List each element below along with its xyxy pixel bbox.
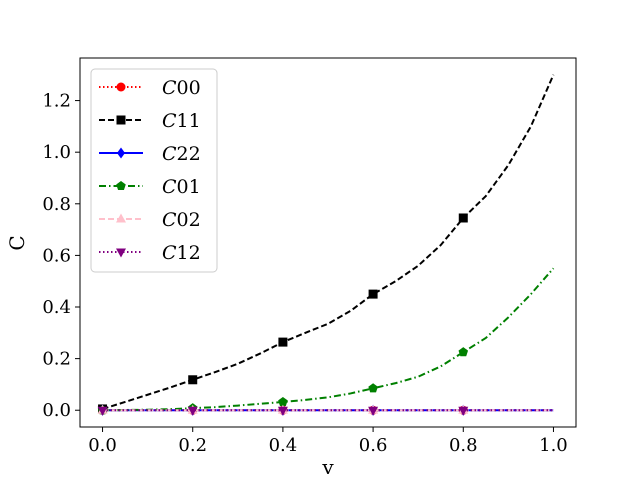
data-point-C12 xyxy=(187,406,198,416)
data-point-C12 xyxy=(277,406,288,416)
y-axis-label: C xyxy=(5,235,29,250)
legend: C00 C11 C22 C01 C02 C12 xyxy=(90,68,218,273)
legend-entry-C12: C12 xyxy=(99,242,201,264)
data-point-C12 xyxy=(458,406,469,416)
legend-label-C00: C00 xyxy=(162,77,201,99)
x-tick-label: 0.6 xyxy=(359,435,388,456)
data-point-C12 xyxy=(97,406,108,416)
data-point-C12 xyxy=(368,406,379,416)
data-point-C01 xyxy=(458,347,469,357)
x-axis-label: v xyxy=(321,455,334,479)
legend-entry-C11: C11 xyxy=(99,110,201,132)
y-tick-label: 0.8 xyxy=(42,194,71,215)
y-tick-label: 0.4 xyxy=(42,297,71,318)
legend-entry-C02: C02 xyxy=(99,209,201,231)
legend-entry-C22: C22 xyxy=(99,143,201,165)
y-tick-label: 1.2 xyxy=(42,91,71,112)
legend-marker-C02 xyxy=(116,213,126,223)
y-axis: 0.0 0.2 0.4 0.6 0.8 1.0 1.2 xyxy=(42,91,80,421)
y-tick-label: 0.0 xyxy=(42,400,71,421)
series-line-C01 xyxy=(102,267,555,412)
legend-label-C12: C12 xyxy=(162,242,201,264)
x-tick-label: 1.0 xyxy=(539,435,568,456)
x-tick-label: 0.2 xyxy=(178,435,207,456)
x-tick-label: 0.4 xyxy=(269,435,298,456)
y-tick-label: 1.0 xyxy=(42,142,71,163)
data-point-C01 xyxy=(368,383,378,393)
x-tick-label: 0.8 xyxy=(449,435,478,456)
legend-label-C22: C22 xyxy=(162,143,201,165)
legend-label-C02: C02 xyxy=(162,209,201,231)
legend-entry-C00: C00 xyxy=(99,77,201,99)
series-layer xyxy=(97,74,555,416)
y-tick-label: 0.6 xyxy=(42,245,71,266)
legend-label-C01: C01 xyxy=(162,176,201,198)
legend-marker-C00 xyxy=(116,82,126,92)
x-tick-label: 0.0 xyxy=(88,435,117,456)
data-point-C01 xyxy=(278,396,288,407)
series-line-C11 xyxy=(102,74,555,410)
data-point-C11 xyxy=(458,213,468,223)
data-point-C11 xyxy=(188,375,198,385)
series-C12 xyxy=(97,406,554,416)
data-point-C11 xyxy=(368,289,378,299)
legend-marker-C12 xyxy=(116,248,126,258)
legend-marker-C01 xyxy=(116,181,126,191)
plot-frame xyxy=(79,57,577,428)
legend-label-C11: C11 xyxy=(162,110,201,132)
data-point-C11 xyxy=(278,337,288,347)
legend-entry-C01: C01 xyxy=(99,176,201,198)
legend-marker-C22 xyxy=(117,147,125,159)
legend-marker-C11 xyxy=(116,115,126,125)
y-tick-label: 0.2 xyxy=(42,349,71,370)
x-axis: 0.0 0.2 0.4 0.6 0.8 1.0 xyxy=(88,427,568,456)
